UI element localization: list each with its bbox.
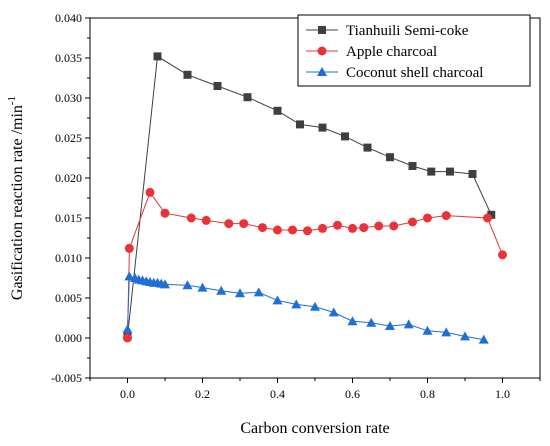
y-tick-label: 0.000 bbox=[55, 331, 82, 345]
y-axis-title-main: Gasification reaction rate /min bbox=[9, 105, 26, 300]
y-tick-label: -0.005 bbox=[51, 371, 82, 385]
data-point bbox=[347, 316, 358, 326]
series-2 bbox=[122, 271, 489, 344]
legend-marker bbox=[317, 67, 327, 76]
legend-label: Coconut shell charcoal bbox=[346, 65, 483, 81]
data-point bbox=[366, 317, 377, 327]
data-point bbox=[423, 213, 432, 223]
legend-item-2: Coconut shell charcoal bbox=[306, 65, 483, 81]
data-point bbox=[359, 223, 369, 233]
data-point bbox=[403, 319, 414, 329]
data-point bbox=[160, 208, 170, 218]
data-point bbox=[216, 285, 227, 295]
data-point bbox=[318, 123, 327, 132]
data-point bbox=[363, 143, 372, 152]
axes: -0.005 0.000 0.005 0.010 0.015 0.020 0.025 0.03… bbox=[51, 11, 541, 401]
x-tick-label: 0.8 bbox=[420, 387, 435, 401]
data-point bbox=[197, 282, 208, 292]
data-point bbox=[186, 213, 196, 223]
series-1 bbox=[123, 187, 507, 343]
data-point bbox=[291, 299, 302, 309]
y-tick-label: 0.015 bbox=[55, 211, 82, 225]
data-point bbox=[145, 187, 155, 197]
series-0 bbox=[123, 52, 496, 341]
data-point bbox=[183, 70, 192, 79]
y-tick-label: 0.020 bbox=[55, 171, 82, 185]
series-line bbox=[127, 275, 484, 341]
data-point bbox=[122, 324, 133, 334]
data-point bbox=[123, 333, 132, 343]
data-point bbox=[153, 52, 162, 61]
x-tick-label: 0.4 bbox=[270, 387, 285, 401]
y-axis-title-superscript: -1 bbox=[6, 96, 18, 105]
data-point bbox=[386, 153, 394, 162]
data-point bbox=[213, 82, 222, 90]
data-point bbox=[487, 210, 496, 219]
data-point bbox=[273, 106, 282, 115]
y-tick-label: 0.035 bbox=[55, 51, 82, 65]
data-point bbox=[243, 93, 252, 102]
y-tick-label: 0.030 bbox=[55, 91, 82, 105]
data-point bbox=[272, 295, 283, 305]
data-point bbox=[160, 279, 170, 289]
data-point bbox=[182, 280, 193, 290]
data-point bbox=[235, 288, 245, 298]
data-point bbox=[468, 170, 477, 178]
legend: Tianhuili Semi-coke Apple charcoal Coconut… bbox=[297, 14, 531, 87]
data-point bbox=[441, 211, 451, 221]
legend-label: Tianhuili Semi-coke bbox=[346, 23, 469, 39]
y-tick-label: 0.010 bbox=[55, 251, 82, 265]
data-point bbox=[288, 225, 297, 235]
data-point bbox=[408, 217, 417, 227]
x-tick-label: 0.2 bbox=[195, 387, 210, 401]
legend-marker bbox=[317, 46, 327, 56]
series-line bbox=[127, 55, 492, 337]
data-point bbox=[385, 321, 395, 330]
data-point bbox=[224, 219, 234, 229]
data-point bbox=[310, 301, 320, 311]
data-point bbox=[318, 223, 327, 233]
data-point bbox=[374, 221, 384, 231]
data-point bbox=[441, 327, 452, 337]
data-point bbox=[460, 331, 470, 341]
x-axis-title: Carbon conversion rate bbox=[240, 420, 389, 437]
legend-item-0: Tianhuili Semi-coke bbox=[306, 23, 469, 39]
data-point bbox=[201, 215, 211, 225]
data-point bbox=[389, 221, 399, 231]
y-axis-title: Gasification reaction rate /min-1 bbox=[6, 96, 26, 300]
data-point bbox=[273, 225, 282, 235]
y-tick-label: 0.025 bbox=[55, 131, 82, 145]
data-point bbox=[253, 287, 264, 297]
legend-label: Apple charcoal bbox=[346, 44, 437, 60]
data-point bbox=[498, 250, 507, 260]
data-point bbox=[303, 226, 312, 236]
data-point bbox=[446, 167, 454, 176]
data-point bbox=[427, 167, 436, 176]
data-point bbox=[348, 223, 357, 233]
x-tick-label: 0.6 bbox=[345, 387, 360, 401]
data-point bbox=[124, 271, 135, 281]
y-tick-label: 0.040 bbox=[55, 11, 82, 25]
plot-series bbox=[122, 52, 507, 344]
data-point bbox=[296, 120, 304, 129]
legend-marker bbox=[318, 26, 326, 34]
legend-item-1: Apple charcoal bbox=[306, 44, 437, 60]
y-tick-label: 0.005 bbox=[55, 291, 82, 305]
data-point bbox=[483, 213, 492, 223]
data-point bbox=[333, 220, 342, 230]
data-point bbox=[124, 243, 134, 253]
data-point bbox=[258, 223, 267, 233]
data-point bbox=[408, 162, 417, 170]
data-point bbox=[239, 219, 249, 229]
x-tick-label: 0.0 bbox=[120, 387, 135, 401]
data-point bbox=[328, 307, 339, 317]
data-point bbox=[341, 132, 349, 141]
x-tick-label: 1.0 bbox=[495, 387, 510, 401]
data-point bbox=[478, 334, 489, 344]
data-point bbox=[422, 325, 433, 335]
